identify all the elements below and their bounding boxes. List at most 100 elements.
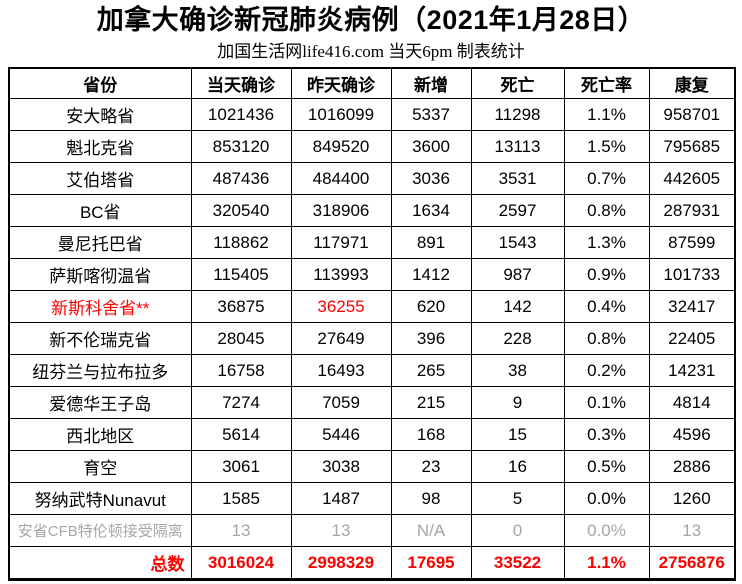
new_cases-cell: 3036 [390, 162, 472, 195]
deaths-cell: 2597 [470, 194, 565, 227]
column-header-today: 当天确诊 [190, 67, 292, 99]
yesterday-cell: 318906 [290, 194, 392, 227]
recovered-cell: 22405 [648, 322, 736, 355]
death_rate-cell: 0.1% [563, 386, 650, 419]
new_cases-cell: 1634 [390, 194, 472, 227]
death_rate-cell: 0.9% [563, 258, 650, 291]
table-row: 萨斯喀彻温省 115405 113993 1412 987 0.9% 101733 [8, 258, 736, 291]
death_rate-cell: 0.8% [563, 194, 650, 227]
death_rate-cell: 0.3% [563, 418, 650, 451]
new_cases-cell: 620 [390, 290, 472, 323]
death_rate-cell: 0.2% [563, 354, 650, 387]
table-row: 纽芬兰与拉布拉多 16758 16493 265 38 0.2% 14231 [8, 354, 736, 387]
today-cell: 7274 [190, 386, 292, 419]
recovered-cell: 101733 [648, 258, 736, 291]
recovered-cell: 32417 [648, 290, 736, 323]
recovered-cell: 287931 [648, 194, 736, 227]
recovered-cell: 4596 [648, 418, 736, 451]
table-row: 新不伦瑞克省 28045 27649 396 228 0.8% 22405 [8, 322, 736, 355]
table-row: 艾伯塔省 487436 484400 3036 3531 0.7% 442605 [8, 162, 736, 195]
total-row: 总数 3016024 2998329 17695 33522 1.1% 2756876 [8, 546, 736, 581]
today-cell: 118862 [190, 226, 292, 259]
new_cases-cell: 265 [390, 354, 472, 387]
province-cell: BC省 [8, 194, 192, 227]
yesterday-cell: 13 [290, 514, 392, 547]
yesterday-cell: 117971 [290, 226, 392, 259]
recovered-cell: 14231 [648, 354, 736, 387]
today-cell: 13 [190, 514, 292, 547]
death_rate-cell: 0.0% [563, 482, 650, 515]
new_cases-cell: 98 [390, 482, 472, 515]
province-cell: 纽芬兰与拉布拉多 [8, 354, 192, 387]
province-cell: 新斯科舍省** [8, 290, 192, 323]
column-header-deaths: 死亡 [470, 67, 565, 99]
today-cell: 487436 [190, 162, 292, 195]
deaths-cell: 0 [470, 514, 565, 547]
death_rate-cell: 0.8% [563, 322, 650, 355]
table-row: BC省 320540 318906 1634 2597 0.8% 287931 [8, 194, 736, 227]
recovered-cell: 1260 [648, 482, 736, 515]
recovered-cell: 958701 [648, 98, 736, 131]
deaths-cell: 5 [470, 482, 565, 515]
deaths-cell: 38 [470, 354, 565, 387]
province-cell: 安省CFB特伦顿接受隔离 [8, 514, 192, 547]
page-title: 加拿大确诊新冠肺炎病例（2021年1月28日） [96, 5, 646, 35]
new_cases-cell: 5337 [390, 98, 472, 131]
yesterday-cell: 16493 [290, 354, 392, 387]
yesterday-cell: 849520 [290, 130, 392, 163]
new_cases-cell: N/A [390, 514, 472, 547]
header-row: 省份 当天确诊 昨天确诊 新增 死亡 死亡率 康复 [8, 67, 736, 99]
yesterday-cell: 3038 [290, 450, 392, 483]
new_cases-cell: 3600 [390, 130, 472, 163]
table-row: 安省CFB特伦顿接受隔离 13 13 N/A 0 0.0% 13 [8, 514, 736, 547]
new_cases-cell: 1412 [390, 258, 472, 291]
death_rate-cell: 0.5% [563, 450, 650, 483]
today-cell: 36875 [190, 290, 292, 323]
table-row: 西北地区 5614 5446 168 15 0.3% 4596 [8, 418, 736, 451]
province-cell: 努纳武特Nunavut [8, 482, 192, 515]
new_cases-cell: 396 [390, 322, 472, 355]
column-header-recovered: 康复 [648, 67, 736, 99]
recovered-cell: 4814 [648, 386, 736, 419]
page-subtitle: 加国生活网life416.com 当天6pm 制表统计 [217, 42, 525, 61]
column-header-death_rate: 死亡率 [563, 67, 650, 99]
total-new_cases-cell: 17695 [390, 546, 472, 581]
yesterday-cell: 36255 [290, 290, 392, 323]
recovered-cell: 13 [648, 514, 736, 547]
column-header-yesterday: 昨天确诊 [290, 67, 392, 99]
table-row: 爱德华王子岛 7274 7059 215 9 0.1% 4814 [8, 386, 736, 419]
today-cell: 5614 [190, 418, 292, 451]
today-cell: 3061 [190, 450, 292, 483]
province-cell: 艾伯塔省 [8, 162, 192, 195]
province-cell: 魁北克省 [8, 130, 192, 163]
province-cell: 新不伦瑞克省 [8, 322, 192, 355]
today-cell: 320540 [190, 194, 292, 227]
total-deaths-cell: 33522 [470, 546, 565, 581]
death_rate-cell: 0.7% [563, 162, 650, 195]
yesterday-cell: 484400 [290, 162, 392, 195]
new_cases-cell: 168 [390, 418, 472, 451]
table-row: 曼尼托巴省 118862 117971 891 1543 1.3% 87599 [8, 226, 736, 259]
new_cases-cell: 23 [390, 450, 472, 483]
recovered-cell: 795685 [648, 130, 736, 163]
total-recovered-cell: 2756876 [648, 546, 736, 581]
death_rate-cell: 1.3% [563, 226, 650, 259]
table-row: 新斯科舍省** 36875 36255 620 142 0.4% 32417 [8, 290, 736, 323]
column-header-province: 省份 [8, 67, 192, 99]
yesterday-cell: 5446 [290, 418, 392, 451]
death_rate-cell: 1.1% [563, 98, 650, 131]
yesterday-cell: 1487 [290, 482, 392, 515]
new_cases-cell: 215 [390, 386, 472, 419]
deaths-cell: 13113 [470, 130, 565, 163]
death_rate-cell: 0.4% [563, 290, 650, 323]
covid-cases-table: 省份 当天确诊 昨天确诊 新增 死亡 死亡率 康复 安大略省 1021436 1016099 53… [8, 67, 736, 581]
yesterday-cell: 27649 [290, 322, 392, 355]
yesterday-cell: 1016099 [290, 98, 392, 131]
yesterday-cell: 7059 [290, 386, 392, 419]
deaths-cell: 228 [470, 322, 565, 355]
new_cases-cell: 891 [390, 226, 472, 259]
province-cell: 西北地区 [8, 418, 192, 451]
table-row: 努纳武特Nunavut 1585 1487 98 5 0.0% 1260 [8, 482, 736, 515]
table-row: 魁北克省 853120 849520 3600 13113 1.5% 795685 [8, 130, 736, 163]
